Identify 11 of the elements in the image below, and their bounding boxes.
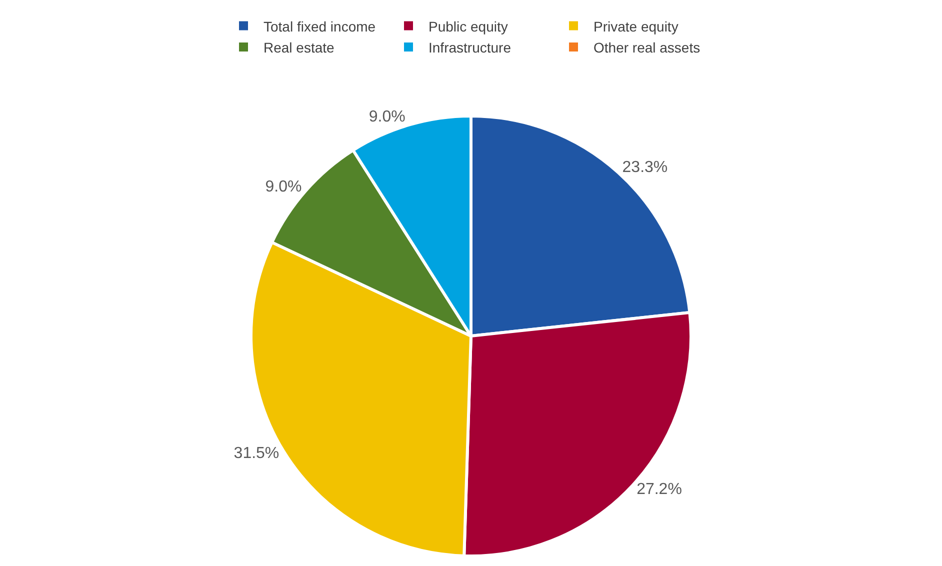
legend-label: Total fixed income: [264, 18, 376, 34]
data-label: 23.3%: [622, 159, 668, 176]
legend-label: Other real assets: [594, 39, 700, 56]
legend-label: Private equity: [594, 18, 678, 34]
legend-label: Public equity: [428, 18, 508, 34]
data-label: 27.2%: [636, 481, 682, 498]
data-label: 9.0%: [368, 108, 406, 126]
legend-label: Infrastructure: [428, 39, 512, 56]
legend-label: Real estate: [264, 39, 335, 56]
data-label: 31.5%: [234, 444, 280, 462]
data-label: 9.0%: [265, 178, 302, 196]
